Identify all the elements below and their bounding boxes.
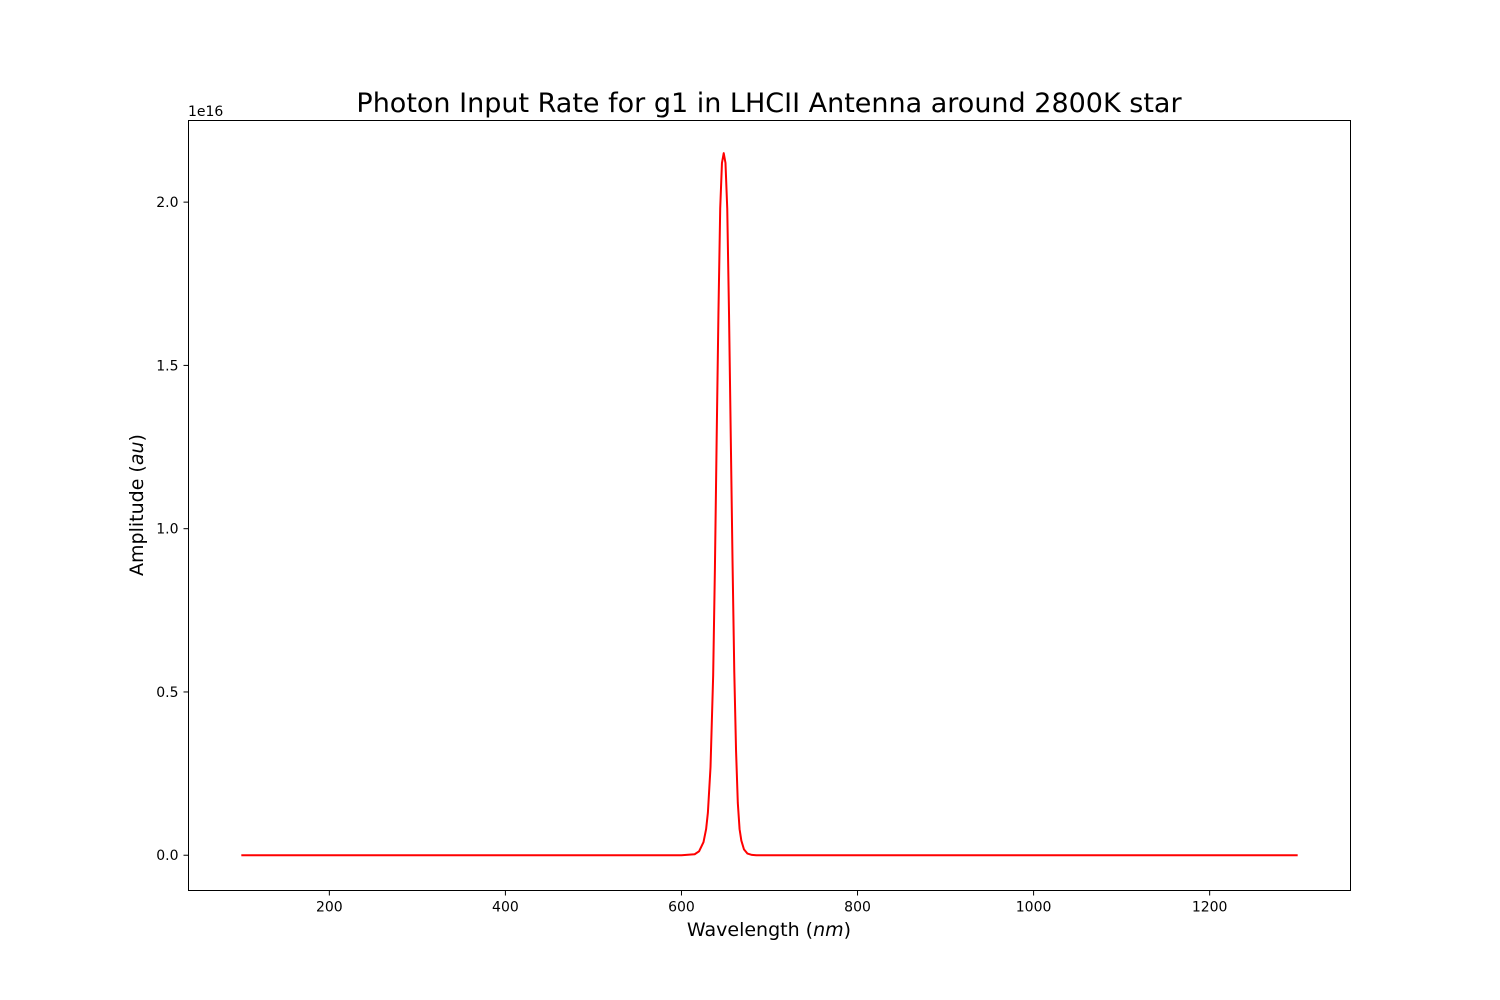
x-tick-label: 1000	[1016, 900, 1052, 916]
y-axis-title-unit: au	[126, 441, 148, 465]
y-axis-offset-label: 1e16	[188, 104, 223, 120]
x-tick-label: 600	[668, 900, 695, 916]
y-tick-label: 0.5	[156, 685, 178, 701]
series-layer	[241, 152, 1298, 857]
plot-frame	[188, 120, 1351, 891]
y-tick-label: 0.0	[156, 848, 178, 864]
y-axis-ticks: 0.0 0.5 1.0 1.5 2.0	[156, 195, 189, 864]
y-tick-label: 1.0	[156, 522, 178, 538]
x-axis-title-close: )	[844, 919, 851, 941]
y-axis-title-close: )	[126, 434, 148, 441]
y-tick-label: 1.5	[156, 358, 178, 374]
x-axis-title-unit: nm	[813, 919, 844, 941]
y-axis-title-text: Amplitude (	[126, 465, 148, 576]
x-tick-label: 1200	[1192, 900, 1228, 916]
x-tick-label: 800	[844, 900, 871, 916]
chart-title: Photon Input Rate for g1 in LHCII Antenn…	[356, 88, 1182, 119]
y-tick-label: 2.0	[156, 195, 178, 211]
x-axis-ticks: 200 400 600 800 1000 1200	[316, 890, 1228, 916]
x-tick-label: 200	[316, 900, 343, 916]
x-tick-label: 400	[492, 900, 519, 916]
x-axis-title-text: Wavelength (	[687, 919, 813, 941]
y-axis-title: Amplitude (au)	[126, 434, 148, 576]
x-axis-title: Wavelength (nm)	[687, 919, 851, 941]
series-line	[241, 152, 1298, 857]
